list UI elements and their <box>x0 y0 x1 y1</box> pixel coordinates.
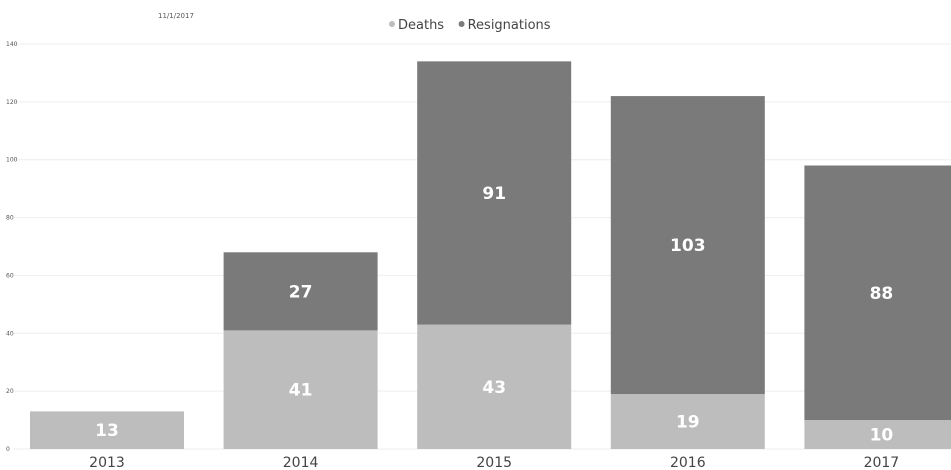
legend-label-deaths: Deaths <box>398 18 444 33</box>
bar-deaths-2015 <box>417 324 572 449</box>
data-label-deaths-2015: 43 <box>482 378 506 398</box>
y-tick-label: 60 <box>6 272 14 279</box>
y-tick-label: 20 <box>6 388 14 395</box>
legend: Deaths Resignations <box>389 18 551 33</box>
data-label-deaths-2013: 13 <box>95 421 119 441</box>
bar-resignations-2017 <box>804 165 951 421</box>
x-tick-label: 2016 <box>670 455 706 470</box>
bar-resignations-2016 <box>610 96 765 395</box>
data-label-deaths-2014: 41 <box>289 381 313 401</box>
legend-marker-deaths <box>389 21 395 27</box>
report-date: 11/1/2017 <box>158 12 194 20</box>
y-tick-label: 100 <box>6 157 18 164</box>
x-tick-label: 2015 <box>476 455 512 470</box>
legend-label-resignations: Resignations <box>468 18 551 33</box>
data-label-resignations-2015: 91 <box>482 184 506 204</box>
x-tick-label: 2017 <box>864 455 900 470</box>
bar-resignations-2014 <box>223 252 378 331</box>
bar-deaths-2013 <box>30 411 184 449</box>
bar-deaths-2017 <box>804 420 951 449</box>
bars: 13 41 27 43 91 19 103 10 88 <box>30 61 951 449</box>
y-tick-label: 0 <box>6 446 10 453</box>
bar-deaths-2014 <box>223 330 378 449</box>
x-tick-label: 2014 <box>283 455 319 470</box>
x-axis: 2013 2014 2015 2016 2017 <box>89 455 899 470</box>
y-tick-label: 80 <box>6 215 14 222</box>
x-tick-label: 2013 <box>89 455 125 470</box>
data-label-resignations-2014: 27 <box>289 282 313 302</box>
data-label-deaths-2016: 19 <box>676 413 700 433</box>
y-axis: 0 20 40 60 80 100 120 140 <box>6 41 18 453</box>
data-label-resignations-2016: 103 <box>670 236 706 256</box>
y-tick-label: 140 <box>6 41 18 48</box>
bar-deaths-2016 <box>610 394 765 449</box>
data-label-deaths-2017: 10 <box>870 426 894 446</box>
legend-marker-resignations <box>458 21 465 27</box>
bar-resignations-2015 <box>417 61 572 325</box>
y-tick-label: 120 <box>6 99 18 106</box>
data-label-resignations-2017: 88 <box>870 284 894 304</box>
y-tick-label: 40 <box>6 330 14 337</box>
